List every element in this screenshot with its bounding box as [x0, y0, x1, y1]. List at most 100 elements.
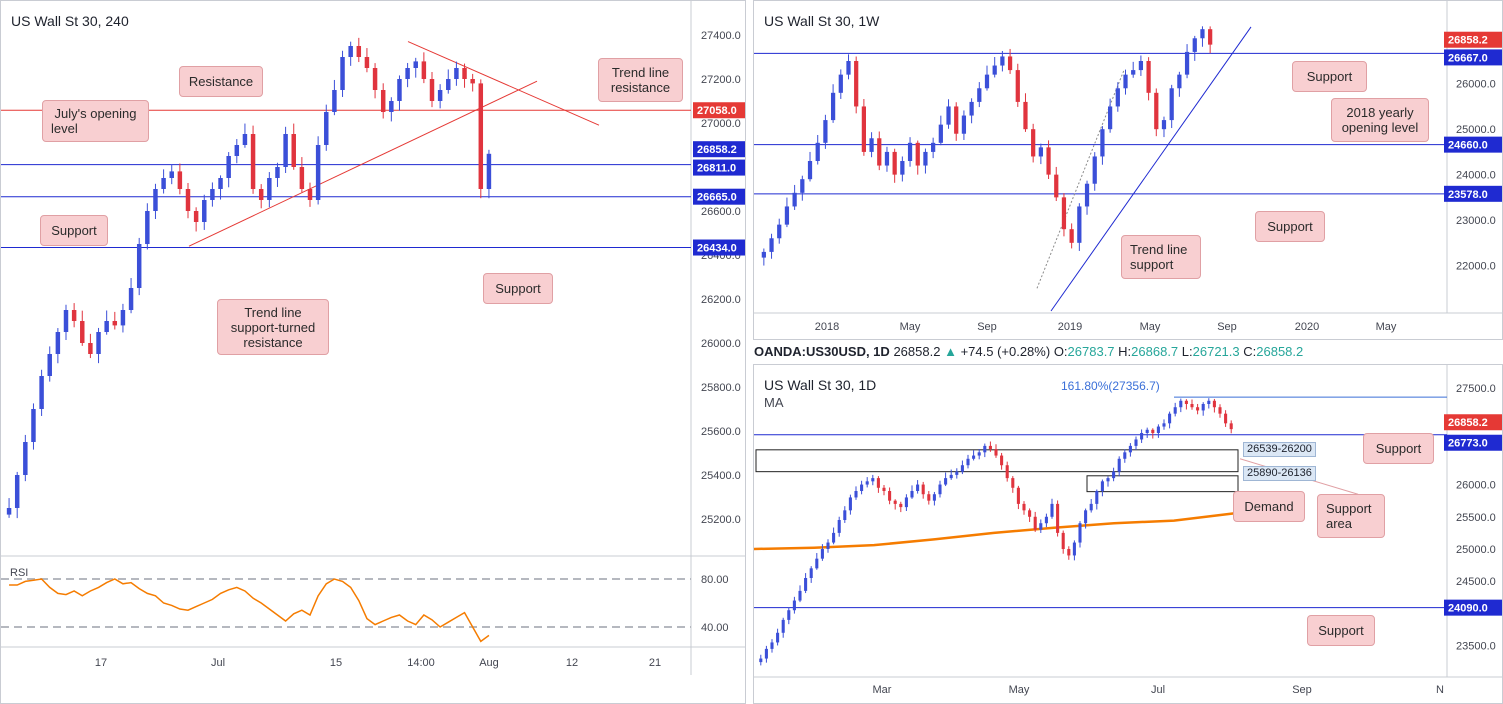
callout-resistance-text: Resistance [188, 74, 254, 89]
weekly-candle [946, 106, 951, 125]
h4-candle [14, 475, 20, 508]
weekly-level-tag-bg [1444, 31, 1502, 48]
weekly-candle [1015, 70, 1020, 102]
daily-candle [966, 458, 970, 466]
h4-price-tick: 26200.0 [701, 294, 741, 306]
h4-candle [169, 171, 174, 178]
daily-candle [860, 484, 864, 491]
weekly-candle [984, 74, 990, 89]
weekly-candle [1192, 38, 1197, 52]
callout-weekly-trend-line2: support [1130, 257, 1174, 272]
up-triangle-icon: ▲ [944, 344, 957, 359]
daily-time-tick: Jul [1151, 684, 1165, 696]
weekly-candle [1069, 229, 1074, 243]
daily-candle [1061, 532, 1065, 549]
daily-candle [1072, 542, 1076, 556]
ticker-low: 26721.3 [1192, 344, 1240, 359]
weekly-candle [907, 142, 913, 161]
h4-chart-canvas[interactable]: 27400.027200.027000.026600.026400.026200… [1, 1, 746, 704]
weekly-candle [931, 142, 936, 152]
daily-candle [1044, 516, 1048, 524]
h4-level-tag: 26858.2 [697, 144, 737, 156]
ticker-close-label: C: [1243, 344, 1257, 359]
h4-candle [23, 442, 28, 475]
h4-price-tick: 25200.0 [701, 514, 741, 526]
h4-candle [348, 46, 353, 57]
callout-trend-res-line2: resistance [610, 80, 671, 95]
h4-price-tick: 25800.0 [701, 382, 741, 394]
callout-yearly-line2: opening level [1341, 120, 1419, 135]
daily-candle [787, 610, 791, 620]
daily-candle [1016, 487, 1020, 504]
weekly-chart-panel[interactable]: 26000.0 25000.0 24000.0 23000.0 22000.0 26858… [753, 0, 1503, 340]
h4-candle [136, 244, 142, 288]
daily-candle [921, 484, 925, 495]
weekly-candle [1007, 56, 1013, 71]
h4-candle [210, 189, 215, 200]
callout-weekly-support-bottom-text: Support [1267, 219, 1313, 234]
h4-chart-panel[interactable]: 27400.0 27200.0 27000.0 26600.0 26400.0 26200… [0, 0, 746, 704]
weekly-dotted-trend [1036, 69, 1125, 289]
h4-level-tag-bg [693, 159, 745, 176]
callout-support-area: Support area [1317, 494, 1385, 538]
weekly-time-tick: 2019 [1058, 321, 1082, 333]
weekly-candle [769, 238, 774, 252]
h4-candle [275, 167, 280, 178]
weekly-candle [877, 138, 882, 166]
h4-candle [161, 178, 166, 189]
callout-demand-text: Demand [1244, 499, 1294, 514]
h4-candle [96, 332, 101, 354]
h4-candle [283, 134, 288, 167]
h4-candle [462, 68, 467, 79]
daily-candle [792, 600, 796, 611]
daily-candle [1067, 549, 1071, 556]
h4-candle [332, 90, 337, 112]
daily-chart-canvas[interactable]: 27500.027000.026000.025500.025000.024500… [754, 365, 1503, 704]
weekly-chart-canvas[interactable]: 26000.0 25000.0 24000.0 23000.0 22000.0 26858… [754, 1, 1503, 340]
callout-trend-res-line1: Trend line [611, 65, 670, 80]
weekly-candle [1161, 120, 1167, 130]
callout-july-opening: July's opening level [42, 100, 149, 142]
weekly-candle [838, 74, 843, 93]
weekly-level-tag: 26667.0 [1448, 52, 1488, 64]
callout-trend-sup-line3: resistance [243, 335, 303, 350]
ticker-high-label: H: [1118, 344, 1132, 359]
weekly-candle [1184, 51, 1190, 75]
daily-candle [1156, 426, 1160, 433]
callout-daily-support-bottom-text: Support [1318, 623, 1364, 638]
h4-candle [242, 134, 248, 145]
weekly-candle [1038, 147, 1043, 157]
h4-candle [120, 310, 126, 326]
daily-candle [832, 532, 836, 543]
h4-candle [6, 508, 12, 515]
callout-weekly-trend-line1: Trend line [1130, 242, 1188, 257]
h4-candle [80, 321, 85, 343]
callout-daily-support-top-text: Support [1375, 441, 1422, 456]
h4-candle [218, 178, 223, 189]
weekly-candle [923, 151, 928, 166]
rsi-tick-40: 40.00 [701, 622, 729, 634]
h4-candle [486, 153, 492, 189]
h4-candle [250, 134, 256, 189]
weekly-candle [892, 151, 897, 175]
h4-candle [454, 68, 459, 79]
daily-candle [798, 590, 802, 601]
callout-support-right-text: Support [495, 281, 541, 296]
daily-candle [882, 487, 886, 491]
h4-candle [104, 321, 109, 332]
weekly-candle [1000, 56, 1005, 66]
h4-trend-line-resistance [407, 41, 600, 126]
h4-candle [145, 211, 150, 244]
callout-weekly-support-top: Support [1292, 61, 1367, 92]
weekly-candle [900, 161, 905, 175]
callout-weekly-support-bottom: Support [1255, 211, 1325, 242]
daily-price-tick: 24500.0 [1456, 576, 1496, 588]
callout-support-left-text: Support [51, 223, 97, 238]
h4-price-tick: 26600.0 [701, 206, 741, 218]
daily-chart-panel[interactable]: 27500.027000.026000.025500.025000.024500… [753, 364, 1503, 704]
weekly-candle [815, 142, 820, 161]
daily-candle [1212, 400, 1216, 408]
daily-ma-label: MA [764, 395, 784, 410]
h4-candle [88, 343, 93, 354]
daily-candle [815, 558, 819, 569]
